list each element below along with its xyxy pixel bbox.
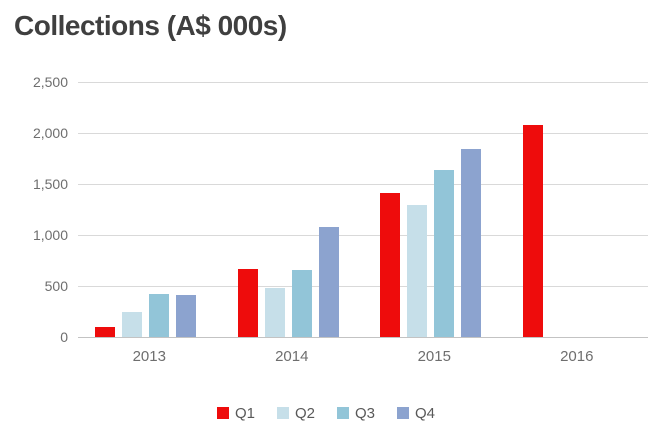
legend-swatch-q2	[276, 407, 289, 419]
bar-2013-q4	[176, 295, 196, 337]
x-tick-label-2014: 2014	[275, 348, 309, 365]
bar-2014-q3	[291, 269, 312, 337]
legend: Q1 Q2 Q3 Q4	[0, 400, 652, 426]
legend-swatch-q3	[337, 407, 349, 419]
bar-2014-q4	[318, 226, 339, 337]
y-tick-label-0: 0	[60, 329, 68, 345]
legend-label-q3: Q3	[355, 404, 376, 422]
legend-item-q3: Q3	[337, 405, 375, 422]
x-axis-line	[78, 337, 648, 338]
gridline-500	[78, 286, 648, 287]
legend-item-q4: Q4	[397, 405, 435, 422]
y-tick-label-2,000: 2,000	[32, 125, 68, 141]
legend-item-q2: Q2	[276, 404, 315, 422]
y-tick-label-1,000: 1,000	[32, 227, 68, 243]
gridline-2,000	[78, 133, 648, 134]
y-tick-label-500: 500	[44, 278, 68, 294]
bar-2015-q4	[461, 149, 481, 337]
bar-2013-q1	[95, 326, 115, 337]
gridline-1,000	[78, 235, 648, 236]
bar-2013-q3	[149, 294, 169, 337]
y-tick-label-1,500: 1,500	[32, 176, 68, 192]
bar-2013-q2	[122, 311, 142, 337]
bar-2015-q2	[407, 205, 427, 337]
bar-2014-q1	[237, 268, 258, 337]
bar-2015-q3	[434, 170, 454, 337]
x-tick-label-2016: 2016	[560, 348, 594, 365]
gridline-1,500	[78, 184, 648, 185]
gridline-2,500	[78, 82, 648, 83]
y-tick-label-2,500: 2,500	[32, 74, 68, 90]
bar-2016-q1	[522, 124, 543, 337]
legend-item-q1: Q1	[216, 404, 255, 422]
legend-label-q4: Q4	[415, 404, 436, 422]
legend-label-q2: Q2	[294, 404, 315, 422]
bar-2015-q1	[380, 193, 400, 337]
legend-swatch-q4	[397, 407, 410, 419]
x-tick-label-2013: 2013	[132, 348, 166, 365]
x-tick-label-2015: 2015	[417, 348, 451, 365]
bar-2014-q2	[264, 288, 285, 337]
legend-label-q1: Q1	[234, 404, 255, 422]
legend-swatch-q1	[216, 407, 229, 419]
chart-title: Collections (A$ 000s)	[14, 10, 287, 41]
